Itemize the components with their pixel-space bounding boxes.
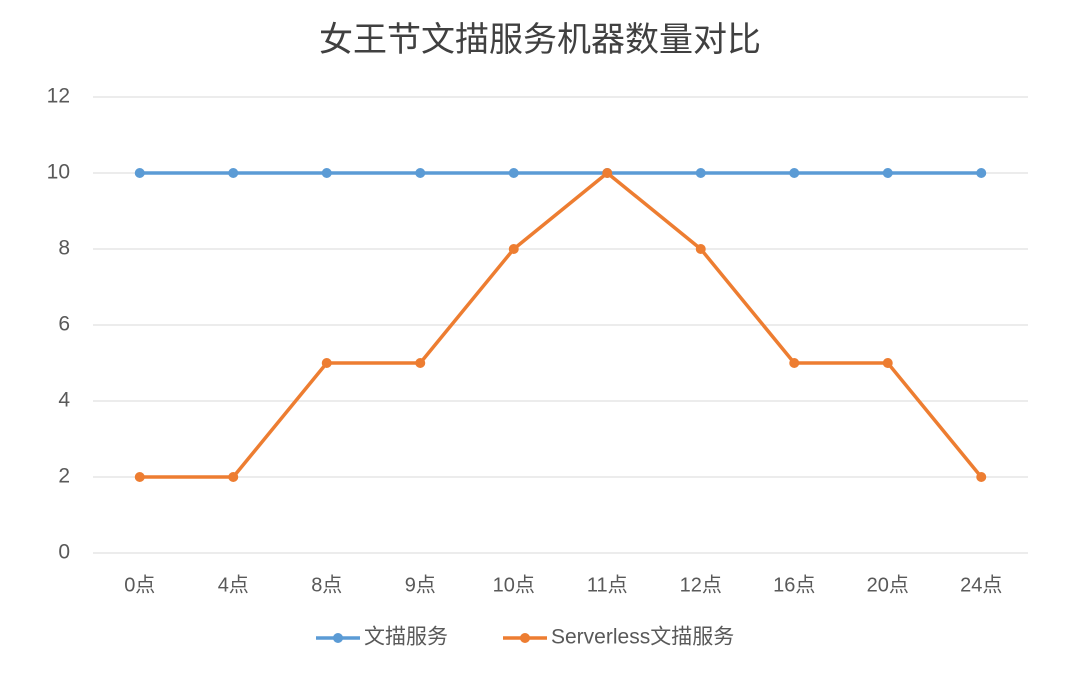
chart-title: 女王节文描服务机器数量对比 bbox=[319, 21, 761, 59]
legend-marker bbox=[520, 633, 530, 643]
data-point bbox=[415, 358, 426, 368]
data-point bbox=[976, 168, 987, 178]
data-point bbox=[882, 358, 893, 368]
y-tick-label: 10 bbox=[47, 161, 70, 184]
data-point bbox=[976, 472, 987, 482]
data-point bbox=[134, 168, 145, 178]
legend-label: 文描服务 bbox=[364, 626, 448, 649]
data-point bbox=[228, 472, 239, 482]
legend-label: Serverless文描服务 bbox=[551, 626, 734, 649]
data-point bbox=[695, 168, 706, 178]
y-tick-label: 0 bbox=[58, 541, 70, 564]
legend-marker bbox=[333, 633, 343, 643]
y-tick-label: 6 bbox=[58, 313, 70, 336]
data-point bbox=[695, 244, 706, 254]
data-point bbox=[508, 244, 519, 254]
x-tick-label: 11点 bbox=[587, 573, 628, 596]
x-tick-label: 8点 bbox=[311, 573, 342, 596]
data-point bbox=[228, 168, 239, 178]
data-point bbox=[602, 168, 613, 178]
data-point bbox=[415, 168, 426, 178]
data-point bbox=[134, 472, 145, 482]
x-tick-label: 9点 bbox=[405, 573, 436, 596]
x-tick-label: 0点 bbox=[124, 573, 155, 596]
series-line bbox=[139, 171, 983, 479]
y-tick-label: 12 bbox=[47, 85, 70, 108]
x-tick-label: 16点 bbox=[773, 573, 815, 596]
y-tick-label: 8 bbox=[58, 237, 70, 260]
data-point bbox=[789, 358, 800, 368]
data-point bbox=[508, 168, 519, 178]
x-tick-label: 10点 bbox=[493, 573, 535, 596]
y-tick-label: 4 bbox=[58, 389, 70, 412]
y-tick-label: 2 bbox=[58, 465, 70, 488]
x-tick-label: 24点 bbox=[960, 573, 1002, 596]
x-tick-label: 4点 bbox=[218, 573, 249, 596]
data-point bbox=[789, 168, 800, 178]
data-point bbox=[882, 168, 893, 178]
x-tick-label: 12点 bbox=[680, 573, 722, 596]
data-point bbox=[321, 168, 332, 178]
x-tick-label: 20点 bbox=[867, 573, 909, 596]
data-point bbox=[321, 358, 332, 368]
